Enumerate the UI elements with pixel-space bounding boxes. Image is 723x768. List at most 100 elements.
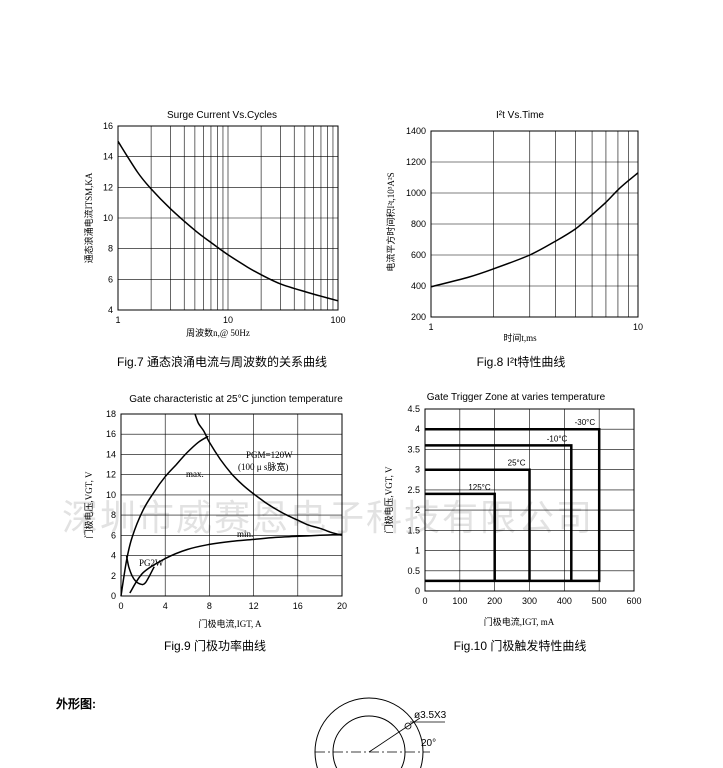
y-tick-label: 0 [415,586,420,596]
y-tick-label: 6 [108,274,113,284]
x-tick-label: 0 [118,601,123,611]
series-label: 25°C [508,459,526,468]
series-group [120,413,343,597]
series-line-max [120,435,209,597]
chart-fig9: Gate characteristic at 25°C junction tem… [83,394,347,653]
y-tick-label: 0.5 [407,566,420,576]
y-tick-labels: 4 6 8 10 12 14 16 [103,121,113,315]
chart-fig10: Gate Trigger Zone at varies temperature … [383,392,642,653]
x-tick-label: 20 [337,601,347,611]
x-axis-label: 周波数n,@ 50Hz [186,327,250,338]
y-tick-label: 800 [411,219,426,229]
x-tick-label: 0 [422,596,427,606]
x-tick-label: 200 [487,596,502,606]
y-tick-label: 2.5 [407,485,420,495]
series-group [425,427,601,583]
x-axis-label: 时间t,ms [503,332,537,343]
outline-radial-line [368,717,421,753]
grid [118,125,338,311]
outline-label: 外形图: [56,696,96,711]
y-tick-label: 4 [415,424,420,434]
x-tick-label: 10 [223,315,233,325]
y-tick-label: 3.5 [407,444,420,454]
x-tick-labels: 0 4 8 12 16 20 [118,601,347,611]
y-tick-label: 8 [108,244,113,254]
figure-caption: Fig.8 I²t特性曲线 [477,354,566,369]
plot-frame [117,125,339,311]
series-line-125C [425,492,496,581]
annotation-pgm: PGM=120W [246,450,293,460]
x-tick-label: 4 [163,601,168,611]
series-line-10C [425,444,573,581]
annotation-pg: PG2W [139,558,164,568]
y-tick-label: 12 [103,182,113,192]
x-tick-label: 100 [330,315,345,325]
chart-title: Gate characteristic at 25°C junction tem… [129,394,343,405]
x-tick-label: 1 [115,315,120,325]
x-tick-label: 16 [293,601,303,611]
y-tick-label: 18 [106,409,116,419]
y-tick-label: 2 [111,571,116,581]
x-tick-label: 10 [633,322,643,332]
x-tick-label: 100 [452,596,467,606]
series-label: 125°C [468,483,491,492]
chart-title: I²t Vs.Time [496,110,544,121]
y-tick-label: 1 [415,546,420,556]
chart-fig7: Surge Current Vs.Cycles 1 10 100 4 6 8 10 12 14… [83,110,346,369]
outline-hole [404,722,412,730]
figure-caption: Fig.10 门极触发特性曲线 [454,638,587,653]
y-tick-label: 1000 [406,188,426,198]
y-tick-label: 16 [103,121,113,131]
plot-frame [430,130,639,318]
annotation-min: min. [237,529,253,539]
series-label: -10°C [547,434,568,443]
y-tick-label: 14 [106,449,116,459]
x-tick-labels: 0 100 200 300 400 500 600 [422,596,641,606]
y-axis-label: 电流平方时间积I²t,10³A²S [385,172,396,271]
x-tick-labels: 1 10 100 [115,315,345,325]
chart-title: Gate Trigger Zone at varies temperature [427,392,606,403]
y-tick-label: 4.5 [407,404,420,414]
y-tick-label: 600 [411,250,426,260]
y-axis-label: 通态浪涌电流ITSM,KA [83,172,94,263]
y-axis-label: 门极电压,VGT, V [383,466,394,533]
figure-caption: Fig.9 门极功率曲线 [164,638,266,653]
y-tick-label: 8 [111,510,116,520]
series-group [430,172,639,288]
y-tick-label: 10 [103,213,113,223]
series-line-0 [117,140,339,302]
y-tick-labels: 200 400 600 800 1000 1200 1400 [406,126,426,322]
y-tick-label: 6 [111,530,116,540]
y-tick-labels: 0 2 4 6 8 10 12 14 16 18 [106,409,116,601]
series-labels: -30°C -10°C 25°C 125°C [468,418,595,492]
x-tick-label: 12 [249,601,259,611]
series-line-PGM120W [194,413,343,537]
x-tick-label: 600 [626,596,641,606]
series-line-min [129,533,343,594]
plot-frame [424,408,635,592]
y-tick-label: 0 [111,591,116,601]
y-tick-label: 1400 [406,126,426,136]
outline-hole-dimension: ø3.5X3 [414,710,447,721]
x-tick-label: 300 [522,596,537,606]
y-tick-label: 10 [106,490,116,500]
series-line-0 [430,172,639,288]
outline-drawing: 外形图: ø3.5X3 20° [56,696,447,768]
y-tick-label: 4 [108,305,113,315]
annotation-max: max. [186,469,204,479]
x-tick-label: 500 [592,596,607,606]
figure-caption: Fig.7 通态浪涌电流与周波数的关系曲线 [117,354,327,369]
x-axis-label: 门极电流,IGT, mA [484,616,555,627]
y-tick-label: 1.5 [407,525,420,535]
series-label: -30°C [575,418,596,427]
annotation-pulse-width: (100 μ s脉宽) [238,461,288,472]
x-tick-label: 8 [207,601,212,611]
grid [431,130,638,318]
series-line-25C [425,468,531,581]
outline-inner-circle [332,715,406,768]
y-tick-label: 4 [111,551,116,561]
series-line-PG2W [125,555,155,586]
plot-frame [120,413,343,597]
y-tick-label: 16 [106,429,116,439]
